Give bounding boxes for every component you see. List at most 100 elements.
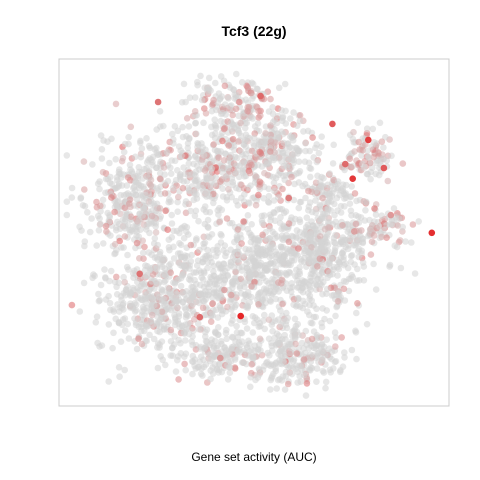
data-point <box>107 232 114 239</box>
data-point <box>195 217 202 225</box>
data-point <box>137 139 144 147</box>
data-point <box>361 217 369 224</box>
data-point <box>279 254 287 262</box>
data-point <box>240 198 248 205</box>
data-point <box>307 230 314 237</box>
data-point <box>223 197 231 204</box>
data-point <box>281 352 289 360</box>
data-point <box>208 107 216 115</box>
data-point <box>351 148 358 155</box>
data-point <box>275 279 282 286</box>
data-point <box>268 347 276 354</box>
data-point <box>136 254 143 262</box>
data-point <box>355 239 363 246</box>
data-point <box>353 197 360 205</box>
data-point <box>217 239 225 246</box>
data-point <box>336 368 344 376</box>
data-point <box>341 349 348 356</box>
data-point <box>278 107 285 114</box>
data-point <box>284 380 292 388</box>
data-point <box>264 198 272 206</box>
data-point <box>221 286 228 294</box>
data-point <box>113 173 121 181</box>
data-point <box>319 367 327 375</box>
data-point <box>337 187 345 194</box>
data-point <box>254 374 262 381</box>
data-point <box>102 222 110 230</box>
data-point <box>218 93 226 100</box>
data-point <box>167 170 175 177</box>
data-point <box>282 269 289 277</box>
data-point <box>201 167 209 174</box>
data-point <box>160 164 168 171</box>
data-point <box>189 341 196 349</box>
data-point <box>80 279 88 287</box>
data-point-high <box>257 92 264 100</box>
data-point <box>335 288 342 295</box>
data-point <box>225 186 232 193</box>
data-point <box>370 232 378 239</box>
data-point <box>139 205 147 212</box>
data-point <box>319 290 326 298</box>
data-point <box>231 356 239 363</box>
data-point <box>84 209 91 216</box>
data-point <box>189 333 196 340</box>
data-point <box>249 80 257 88</box>
data-point <box>121 233 129 240</box>
data-point <box>197 370 205 378</box>
data-point <box>319 305 326 312</box>
data-point <box>209 370 217 377</box>
data-point <box>167 260 174 268</box>
data-point <box>330 141 338 149</box>
data-point <box>342 181 350 189</box>
data-point <box>292 365 299 373</box>
data-point <box>140 197 148 205</box>
data-point <box>256 289 263 297</box>
data-point <box>177 340 184 347</box>
data-point <box>346 155 354 162</box>
data-point <box>330 238 338 246</box>
data-point <box>166 196 173 203</box>
data-point <box>231 275 238 282</box>
data-point <box>276 339 284 347</box>
data-point <box>306 147 314 155</box>
data-point <box>349 135 357 143</box>
data-point <box>118 244 125 251</box>
data-point <box>334 178 342 185</box>
data-point <box>318 133 326 140</box>
data-point <box>271 334 278 342</box>
x-axis-label: Gene set activity (AUC) <box>191 450 316 464</box>
data-point <box>250 258 257 265</box>
data-point <box>121 140 129 148</box>
data-point <box>153 164 160 172</box>
data-point <box>159 356 166 364</box>
data-point <box>397 264 405 272</box>
data-point <box>319 194 326 202</box>
data-point <box>253 85 261 93</box>
data-point <box>156 341 163 349</box>
data-point <box>348 346 356 354</box>
data-point <box>238 181 245 189</box>
data-point <box>121 225 129 232</box>
data-point <box>199 144 206 151</box>
data-point <box>218 368 226 376</box>
data-point <box>182 366 189 374</box>
data-point <box>306 366 313 373</box>
data-point <box>231 364 239 371</box>
data-point <box>245 184 252 192</box>
data-point <box>105 321 113 328</box>
data-point <box>175 320 182 328</box>
data-point <box>109 344 116 352</box>
data-point <box>204 264 211 272</box>
data-point <box>138 340 146 348</box>
data-point <box>128 227 136 235</box>
data-point <box>168 234 176 241</box>
data-point <box>134 218 141 225</box>
data-point <box>276 375 284 383</box>
data-point <box>322 384 329 392</box>
data-point <box>378 138 386 145</box>
data-point <box>234 226 242 233</box>
data-point <box>177 253 185 261</box>
data-point <box>103 228 110 235</box>
data-point <box>225 95 232 102</box>
